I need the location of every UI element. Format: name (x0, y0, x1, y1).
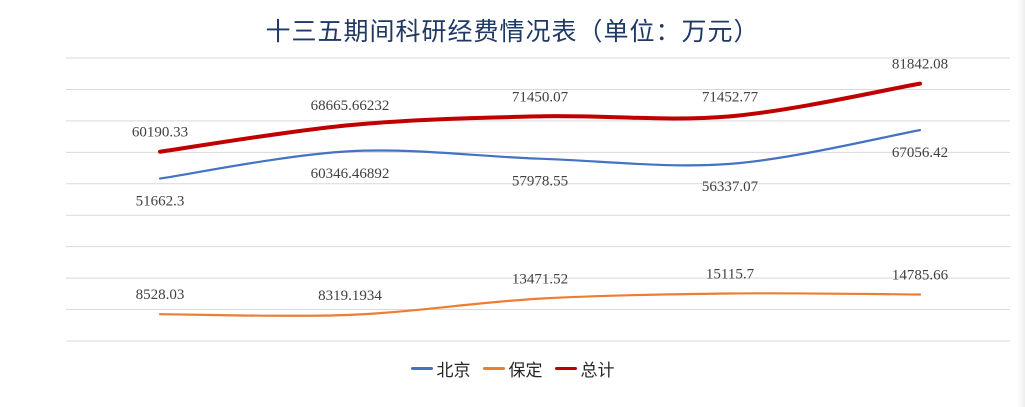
right-edge-shadow (1017, 0, 1025, 407)
legend-swatch-total (554, 367, 577, 370)
series-line-total (158, 81, 922, 154)
legend: 北京 保定 总计 (0, 356, 1025, 381)
data-label-beijing: 60346.46892 (311, 166, 390, 182)
chart-title: 十三五期间科研经费情况表（单位：万元） (265, 17, 760, 46)
data-label-baoding: 8319.1934 (318, 288, 382, 304)
legend-item-total: 总计 (554, 356, 615, 381)
data-label-beijing: 51662.3 (136, 194, 185, 210)
data-label-beijing: 57978.55 (512, 174, 568, 190)
data-label-total: 71450.07 (512, 89, 569, 105)
legend-label-total: 总计 (580, 361, 615, 381)
legend-swatch-beijing (410, 367, 433, 370)
data-label-total: 68665.66232 (311, 98, 390, 114)
data-label-total: 81842.08 (892, 57, 948, 73)
data-label-baoding: 8528.03 (136, 287, 185, 303)
data-label-baoding: 13471.52 (512, 272, 568, 288)
legend-item-beijing: 北京 (410, 356, 471, 381)
data-label-beijing: 67056.42 (892, 145, 948, 161)
data-label-beijing: 56337.07 (702, 179, 759, 195)
data-label-baoding: 15115.7 (706, 266, 755, 282)
series-line-baoding (158, 292, 922, 317)
data-label-total: 60190.33 (132, 125, 188, 141)
legend-item-baoding: 保定 (482, 356, 543, 381)
series-line-beijing (158, 129, 922, 180)
legend-label-baoding: 保定 (508, 361, 543, 381)
data-label-baoding: 14785.66 (892, 268, 949, 284)
legend-label-beijing: 北京 (436, 361, 471, 381)
data-label-total: 71452.77 (702, 89, 759, 105)
legend-swatch-baoding (482, 367, 505, 370)
